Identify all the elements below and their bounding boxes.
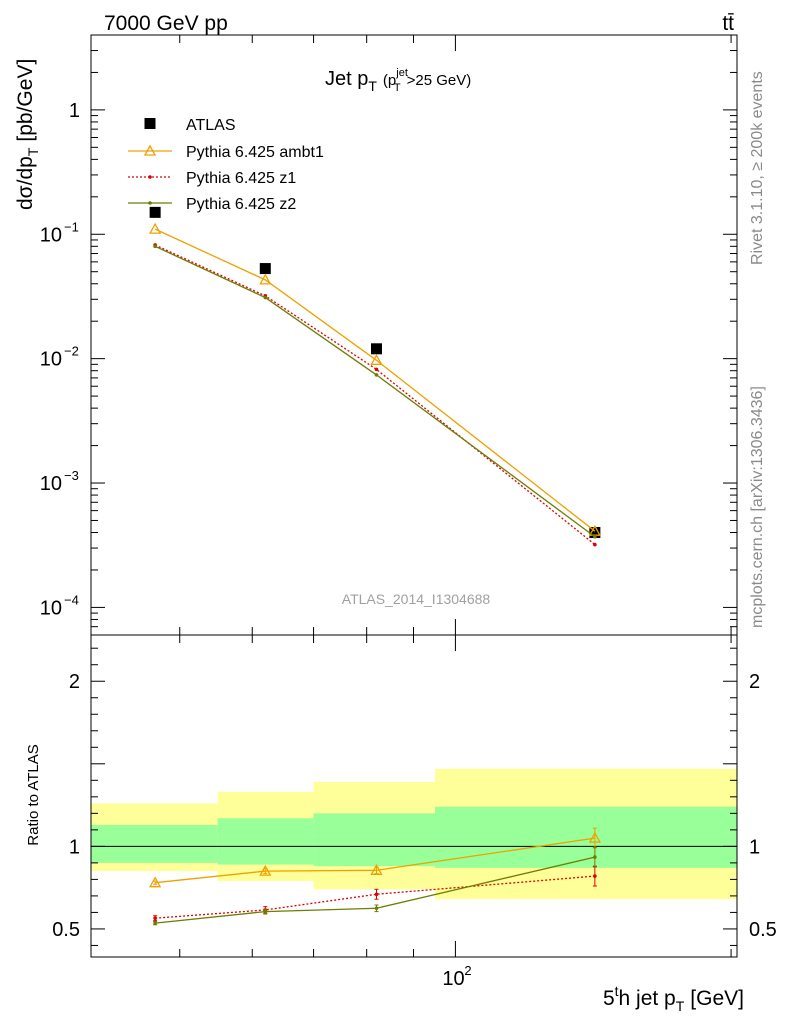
main-line-1 — [154, 228, 596, 532]
main-ytick-exp--2: −2 — [64, 344, 79, 359]
main-ytick-label-1: 1 — [69, 100, 80, 122]
ratio-point-1-3 — [593, 874, 597, 878]
ratio-ytick-label-left-0.5: 0.5 — [52, 919, 80, 941]
legend: ATLAS Pythia 6.425 ambt1 Pythia 6.425 z1 Py… — [128, 117, 324, 213]
main-title-sub-T: T — [368, 78, 377, 94]
mcplots-label: mcplots.cern.ch [arXiv:1306.3436] — [749, 386, 766, 628]
main-title-cut: >25 GeV) — [407, 72, 472, 89]
ratio-point-1-0 — [153, 916, 157, 920]
main-point-2-2 — [374, 367, 379, 372]
main-ytick-label-1e-2: 10 — [40, 349, 62, 371]
main-ylabel-unit: [pb/GeV] — [14, 59, 37, 142]
analysis-label: ATLAS_2014_I1304688 — [342, 591, 491, 607]
main-point-1-2 — [370, 353, 383, 365]
main-ytick-label-1e-4: 10 — [40, 597, 62, 619]
ratio-ytick-label-left-2: 2 — [69, 671, 80, 693]
legend-label-0: ATLAS — [186, 117, 236, 134]
ratio-frame — [90, 634, 738, 958]
main-ylabel: dσ/dpT [pb/GeV] — [14, 59, 41, 210]
ratio-line-2 — [155, 856, 596, 924]
xtick-label-100-exp: 2 — [464, 963, 471, 978]
main-point-3-0 — [153, 244, 157, 249]
main-point-3-3 — [593, 534, 597, 539]
main-point-1-1 — [259, 273, 272, 285]
main-title-jet: Jet p — [325, 68, 368, 90]
header-left: 7000 GeV pp — [104, 12, 228, 35]
legend-marker-0 — [144, 118, 156, 129]
header-right: tt̄ — [722, 12, 734, 35]
legend-marker-2 — [148, 175, 152, 179]
main-point-2-3 — [593, 542, 597, 547]
ratio-line-1 — [155, 875, 595, 919]
main-ytick-exp--3: −3 — [64, 468, 79, 483]
main-point-3-1 — [263, 295, 268, 300]
xtick-label-100: 10 — [442, 968, 464, 990]
main-point-0-2 — [370, 343, 382, 355]
main-ytick-exp--1: −1 — [64, 219, 79, 234]
main-line-2 — [154, 244, 596, 546]
main-point-1-0 — [149, 222, 162, 234]
xlabel-sup-th: t — [615, 983, 619, 999]
legend-label-3: Pythia 6.425 z2 — [186, 196, 296, 213]
main-title-paren-open: (p — [383, 72, 396, 89]
main-ylabel-a: dσ/dp — [14, 156, 37, 210]
legend-label-2: Pythia 6.425 z1 — [186, 170, 296, 187]
xlabel-5: 5 — [603, 987, 615, 1010]
ratio-uncertainty-bands — [91, 768, 737, 900]
ratio-ytick-label-right-1: 1 — [749, 836, 760, 858]
ratio-point-2-0 — [153, 921, 157, 925]
main-series-group — [149, 206, 601, 547]
ratio-ylabel: Ratio to ATLAS — [25, 744, 42, 845]
band-inner-0 — [91, 824, 218, 863]
ratio-point-2-2 — [374, 906, 379, 911]
main-title: Jet pT (pjet T >25 GeV) — [325, 67, 471, 94]
ratio-point-2-1 — [263, 909, 268, 914]
main-ylabel-sub: T — [25, 147, 41, 156]
main-point-0-3 — [589, 527, 601, 539]
xlabel-sub-T: T — [676, 998, 685, 1014]
band-inner-2 — [313, 813, 436, 867]
ratio-point-0-2 — [370, 863, 383, 875]
rivet-label: Rivet 3.1.10, ≥ 200k events — [749, 71, 766, 265]
main-ytick-label-1e-1: 10 — [40, 224, 62, 246]
ratio-point-1-2 — [374, 892, 379, 897]
ratio-point-0-0 — [149, 876, 162, 888]
legend-marker-3 — [148, 201, 152, 205]
ratio-ytick-label-right-0.5: 0.5 — [749, 919, 777, 941]
ratio-line-0 — [155, 837, 595, 884]
xlabel-h-jet: h jet p — [619, 987, 676, 1010]
ratio-ytick-label-right-2: 2 — [749, 671, 760, 693]
main-point-0-0 — [149, 206, 161, 218]
main-title-sup-jet: jet — [395, 67, 408, 79]
main-point-0-1 — [259, 263, 271, 275]
legend-label-1: Pythia 6.425 ambt1 — [186, 144, 324, 161]
main-point-3-2 — [374, 373, 379, 377]
band-inner-1 — [217, 818, 314, 865]
ratio-point-0-3 — [588, 831, 601, 843]
xlabel-unit: [GeV] — [690, 987, 744, 1010]
main-ytick-label-1e-3: 10 — [40, 473, 62, 495]
main-ytick-exp--4: −4 — [64, 592, 79, 607]
main-title-sub-T2: T — [394, 82, 401, 94]
main-line-3 — [154, 245, 596, 538]
band-inner-3 — [435, 806, 737, 868]
ratio-point-2-3 — [593, 855, 597, 859]
xlabel: 5th jet pT [GeV] — [603, 983, 744, 1014]
ratio-ytick-label-left-1: 1 — [69, 836, 80, 858]
ratio-series-group — [149, 827, 601, 926]
legend-marker-1 — [143, 144, 157, 156]
ratio-point-0-1 — [259, 864, 272, 876]
axis-ticks: 10−410−310−210 −110.5 0.51 12 210 2 — [40, 34, 777, 990]
